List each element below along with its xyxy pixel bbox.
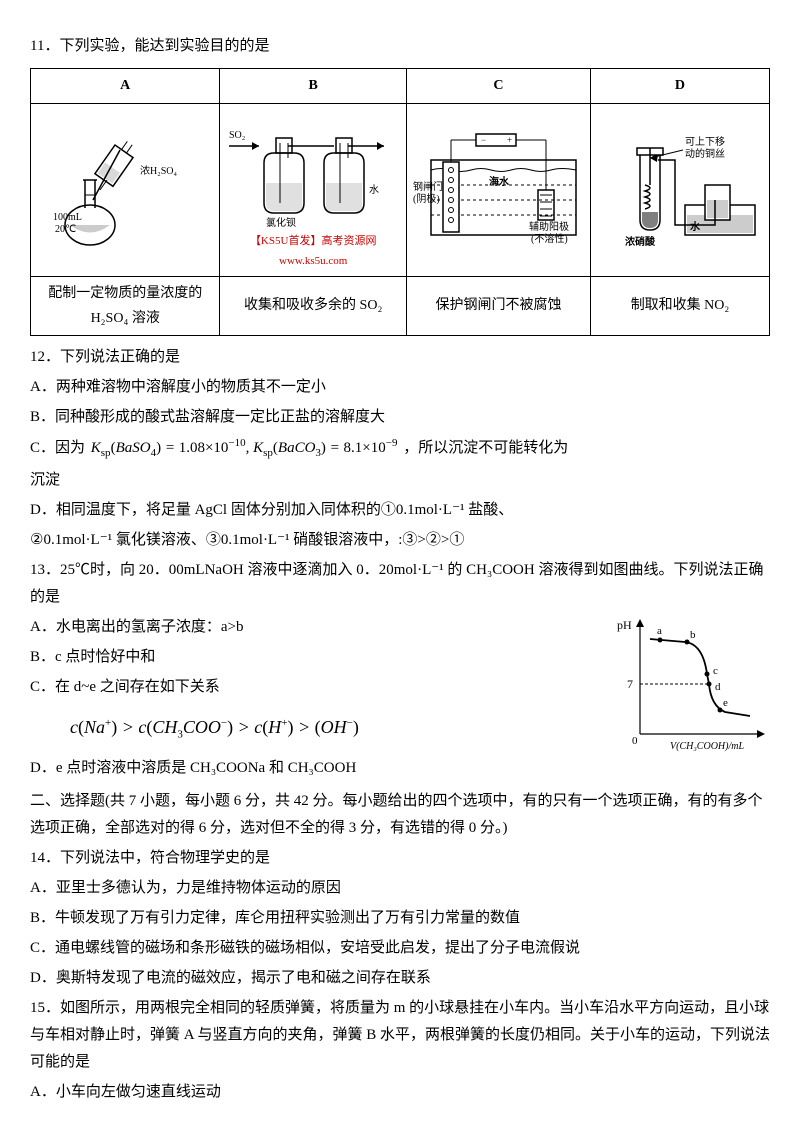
q12-opt-c-tail: 沉淀 [30,467,770,494]
ks5u-watermark: 【KS5U首发】高考资源网www.ks5u.com [224,232,402,272]
q11-caption-b: 收集和吸收多余的 SO₂ [220,276,407,335]
diagD-acid-label: 浓硝酸 [625,235,656,248]
q11-caption-a: 配制一定物质的量浓度的 H₂SO₄ 溶液 [31,276,220,335]
diagC-aux-label1: 辅助阳极 [529,220,569,233]
q11-caption-d: 制取和收集 NO₂ [590,276,769,335]
q11-diagram-c: − + [406,104,590,277]
q11-header-a: A [31,69,220,104]
svg-text:+: + [507,135,512,145]
diagD-water-label: 水 [689,220,701,233]
svg-text:d: d [715,681,721,693]
diagC-aux-label2: (不溶性) [531,232,568,245]
graph-ylabel: pH [617,618,632,632]
q11-diagram-a: 浓H₂SO₄ 100mL 20℃ [31,104,220,277]
q14-opt-c: C．通电螺线管的磁场和条形磁铁的磁场相似，安培受此启发，提出了分子电流假说 [30,935,770,962]
q14-opt-b: B．牛顿发现了万有引力定律，库仑用扭秤实验测出了万有引力常量的数值 [30,905,770,932]
svg-text:0: 0 [632,735,638,747]
q11-table: A B C D [30,68,770,336]
q12-opt-d2: ②0.1mol·L⁻¹ 氯化镁溶液、③0.1mol·L⁻¹ 硝酸银溶液中，:③>… [30,527,770,554]
q11-header-d: D [590,69,769,104]
graph-ytick: 7 [627,677,633,691]
diagC-gate-label: 钢闸门 [413,180,443,193]
q12-opt-c: C．因为 Ksp(BaSO4) = 1.08×10−10, Ksp(BaCO3)… [30,434,770,464]
svg-text:c: c [713,665,718,677]
svg-text:e: e [723,697,728,709]
q13-opt-d: D．e 点时溶液中溶质是 CH₃COONa 和 CH₃COOH [30,755,770,782]
q11-diagram-b: SO₂ 氯化钡 水 【KS5U首发】高考资源网www. [220,104,407,277]
q11-header-c: C [406,69,590,104]
diagA-temp-label: 20℃ [55,224,76,235]
diagB-water-label: 水 [369,184,379,196]
diagD-wire-label2: 动的铜丝 [685,147,725,160]
diagA-vol-label: 100mL [53,212,82,223]
q12-opt-d: D．相同温度下，将足量 AgCl 固体分别加入同体积的①0.1mol·L⁻¹ 盐… [30,497,770,524]
section2-intro: 二、选择题(共 7 小题，每小题 6 分，共 42 分。每小题给出的四个选项中，… [30,788,770,842]
q14-opt-a: A．亚里士多德认为，力是维持物体运动的原因 [30,875,770,902]
q14-stem: 14．下列说法中，符合物理学史的是 [30,845,770,872]
q15-opt-a: A．小车向左做匀速直线运动 [30,1079,770,1106]
q14-opt-d: D．奥斯特发现了电流的磁效应，揭示了电和磁之间存在联系 [30,965,770,992]
q13-stem: 13．25℃时，向 20．00mLNaOH 溶液中逐滴加入 0．20mol·L⁻… [30,557,770,611]
diagC-sea-label: 海水 [489,175,510,188]
svg-text:(阴极): (阴极) [413,192,440,205]
q11-stem: 11．下列实验，能达到实验目的的是 [30,33,770,60]
q15-stem: 15．如图所示，用两根完全相同的轻质弹簧，将质量为 m 的小球悬挂在小车内。当小… [30,995,770,1076]
q11-diagram-d: 可上下移 动的铜丝 浓硝酸 [590,104,769,277]
q12-opt-a: A．两种难溶物中溶解度小的物质其不一定小 [30,374,770,401]
q11-header-b: B [220,69,407,104]
svg-text:a: a [657,625,662,637]
diagB-gas-label: SO₂ [229,130,245,141]
q12-opt-b: B．同种酸形成的酸式盐溶解度一定比正盐的溶解度大 [30,404,770,431]
svg-text:−: − [481,135,486,145]
q12-stem: 12．下列说法正确的是 [30,344,770,371]
graph-xlabel: V(CH₃COOH)/mL [670,741,744,752]
diagB-reagent-label: 氯化钡 [266,216,296,228]
q11-caption-c: 保护钢闸门不被腐蚀 [406,276,590,335]
q13-graph: pH 7 a b c d e 0 V(CH₃COOH)/mL [615,614,770,754]
diagD-wire-label1: 可上下移 [685,135,725,148]
svg-text:b: b [690,629,696,641]
diagA-acid-label: 浓H₂SO₄ [140,165,177,177]
